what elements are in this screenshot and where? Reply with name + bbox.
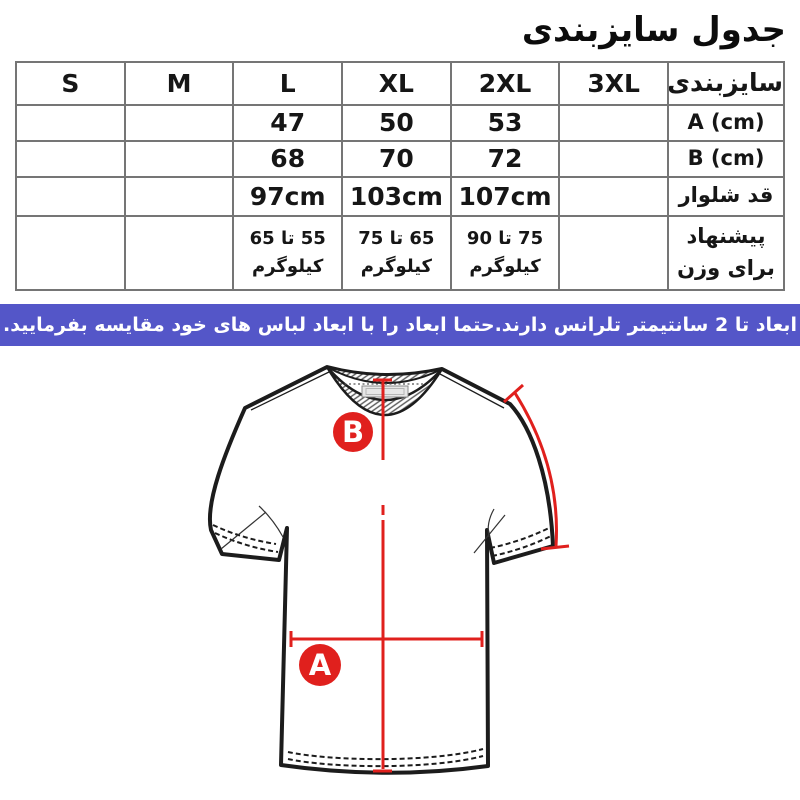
- header-s: S: [15, 60, 126, 106]
- size-cell: 107cm: [449, 175, 561, 217]
- right-cuff-stitch: [491, 534, 552, 557]
- size-cell: 72: [449, 139, 561, 178]
- row-label: B (cm): [667, 139, 785, 178]
- care-label-inner: [365, 387, 405, 395]
- size-cell: 55 تا 65 کیلوگرم: [232, 214, 344, 291]
- size-cell: [123, 175, 235, 217]
- size-cell: [15, 103, 126, 142]
- size-cell: 97cm: [232, 175, 344, 217]
- row-label: قد شلوار: [667, 175, 785, 217]
- left-cuff-stitch: [212, 523, 277, 545]
- size-cell: 50: [341, 103, 452, 142]
- header-xl: XL: [341, 60, 452, 106]
- tolerance-notice-banner: ابعاد تا 2 سانتیمتر تلرانس دارند.حتما اب…: [0, 303, 800, 346]
- row-label: پیشنهاد برای وزن: [667, 214, 785, 291]
- header-m: M: [123, 60, 235, 106]
- table-row-a: A (cm) 53 50 47: [15, 103, 785, 142]
- marker-b-circle: [333, 411, 373, 452]
- marker-a-label: A: [309, 648, 332, 682]
- header-l: L: [232, 60, 344, 106]
- size-cell: 75 تا 90 کیلوگرم: [449, 214, 561, 291]
- size-cell: [558, 214, 669, 291]
- size-cell: [123, 103, 235, 142]
- row-label: A (cm): [667, 103, 785, 142]
- page-title: جدول سایزبندی: [521, 10, 787, 50]
- header-3xl: 3XL: [558, 60, 669, 106]
- size-cell: [15, 139, 126, 178]
- size-cell: 47: [232, 103, 344, 142]
- size-cell: [15, 175, 126, 217]
- sleeve-measure-top-tick: [502, 383, 525, 403]
- size-cell: 68: [232, 139, 344, 178]
- marker-b-label: B: [342, 415, 364, 449]
- right-shoulder-seam: [439, 372, 505, 409]
- size-cell: 103cm: [341, 175, 452, 217]
- size-cell: [123, 139, 235, 178]
- table-row-pants-length: قد شلوار 107cm 103cm 97cm: [15, 175, 785, 217]
- header-sizing: سایزبندی: [667, 60, 785, 106]
- care-label: [361, 385, 409, 397]
- right-cuff-stitch: [489, 526, 550, 549]
- tshirt-measurement-diagram: B A: [208, 364, 570, 775]
- size-cell: 53: [449, 103, 561, 142]
- size-table: سایزبندی 3XL 2XL XL L M S A (cm) 53 50 4…: [15, 60, 785, 291]
- left-cuff-stitch: [214, 531, 279, 553]
- hem-stitch: [287, 754, 484, 767]
- tshirt-outline: [208, 364, 555, 775]
- table-row-b: B (cm) 72 70 68: [15, 139, 785, 178]
- sleeve-measure-line: [513, 391, 558, 546]
- header-2xl: 2XL: [449, 60, 561, 106]
- size-cell: [15, 214, 126, 291]
- right-underarm-wrinkle: [487, 508, 495, 537]
- size-cell: [558, 103, 669, 142]
- size-cell: 65 تا 75 کیلوگرم: [341, 214, 452, 291]
- marker-a-circle: [299, 643, 341, 686]
- hem-stitch: [287, 747, 484, 760]
- table-header-row: سایزبندی 3XL 2XL XL L M S: [15, 60, 785, 106]
- left-underarm-wrinkle: [258, 505, 284, 537]
- size-cell: [123, 214, 235, 291]
- size-cell: [558, 175, 669, 217]
- size-cell: [558, 139, 669, 178]
- left-shoulder-seam: [250, 370, 330, 411]
- table-row-weight-suggestion: پیشنهاد برای وزن 75 تا 90 کیلوگرم 65 تا …: [15, 214, 785, 291]
- size-cell: 70: [341, 139, 452, 178]
- left-underarm-wrinkle: [220, 511, 267, 549]
- sleeve-measure-bottom-tick: [540, 544, 570, 550]
- right-underarm-wrinkle: [473, 514, 506, 553]
